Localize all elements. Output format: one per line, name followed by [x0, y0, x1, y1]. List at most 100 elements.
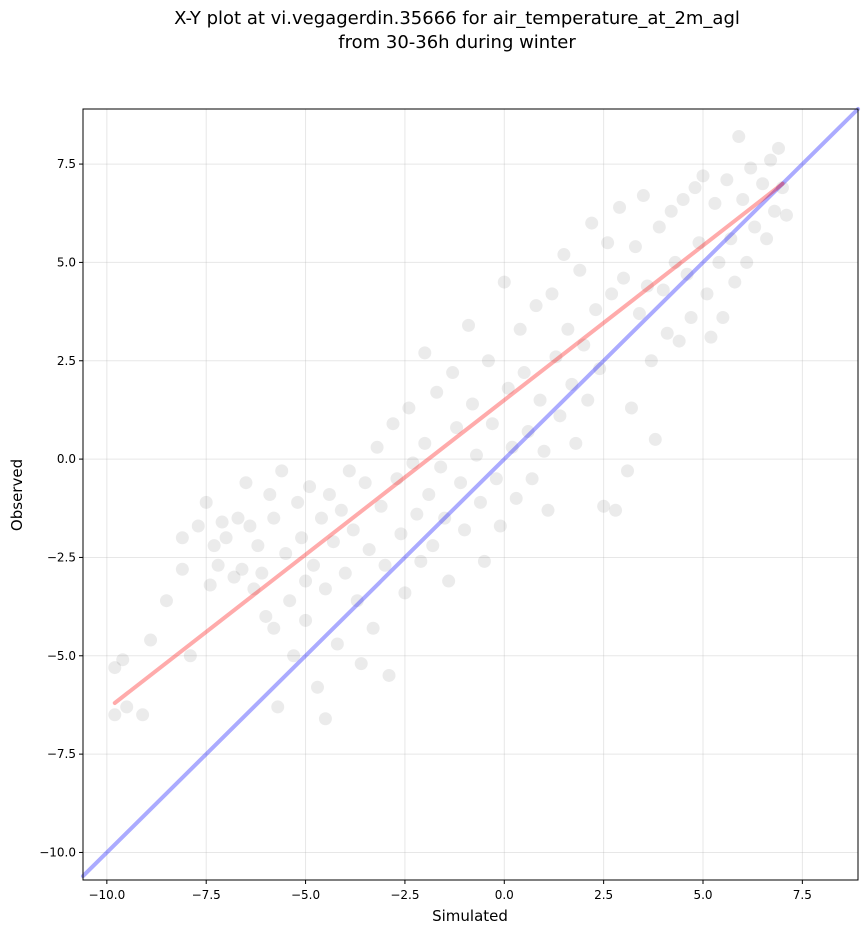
scatter-point — [672, 334, 686, 348]
scatter-point — [207, 539, 221, 553]
scatter-point — [366, 621, 380, 635]
scatter-point — [422, 488, 436, 501]
scatter-point — [656, 283, 670, 297]
scatter-point — [779, 208, 793, 222]
x-axis-label: Simulated — [432, 907, 508, 925]
scatter-point — [664, 204, 678, 218]
scatter-point — [247, 582, 261, 596]
scatter-point — [768, 204, 782, 218]
scatter-point — [183, 649, 197, 663]
scatter-point — [748, 220, 762, 234]
scatter-point — [469, 448, 483, 462]
scatter-point — [497, 275, 511, 289]
scatter-point — [648, 432, 662, 446]
scatter-point — [533, 393, 547, 407]
scatter-point — [418, 436, 432, 450]
scatter-point — [454, 476, 468, 490]
scatter-point — [573, 263, 587, 277]
scatter-point — [299, 574, 313, 588]
reference-lines — [81, 107, 860, 879]
scatter-point — [613, 200, 627, 214]
scatter-point — [593, 362, 607, 376]
scatter-point — [712, 255, 726, 269]
scatter-point — [358, 476, 372, 490]
scatter-point — [501, 381, 515, 395]
scatter-point — [549, 350, 563, 364]
scatter-point — [191, 519, 205, 533]
scatter-point — [414, 554, 428, 568]
scatter-point — [318, 712, 332, 726]
x-tick-label: 2.5 — [594, 888, 613, 902]
chart-title-line-2: from 30-36h during winter — [338, 32, 576, 53]
scatter-point — [235, 562, 249, 576]
x-tick-label: 0.0 — [495, 888, 514, 902]
scatter-point — [108, 661, 122, 675]
scatter-point — [521, 425, 535, 439]
y-axis-label: Observed — [8, 459, 26, 531]
scatter-point — [175, 531, 189, 545]
scatter-point — [700, 287, 714, 301]
scatter-point — [561, 322, 575, 336]
scatter-point — [299, 613, 313, 627]
scatter-point — [581, 393, 595, 407]
scatter-point — [215, 515, 229, 529]
scatter-point — [446, 366, 460, 380]
scatter-point — [624, 401, 638, 415]
scatter-point — [696, 169, 710, 183]
scatter-point — [676, 192, 690, 206]
scatter-point — [108, 708, 122, 722]
scatter-point — [628, 240, 642, 254]
scatter-point — [620, 464, 634, 478]
scatter-point — [275, 464, 289, 478]
scatter-point — [541, 503, 555, 517]
scatter-point — [632, 307, 646, 321]
scatter-point — [136, 708, 150, 722]
scatter-point — [756, 177, 770, 191]
scatter-point — [557, 248, 571, 262]
scatter-point — [688, 181, 702, 195]
scatter-point — [430, 385, 444, 399]
scatter-point — [775, 181, 789, 195]
scatter-point — [458, 523, 472, 537]
scatter-point — [211, 558, 225, 572]
chart-title-line-1: X-Y plot at vi.vegagerdin.35666 for air_… — [174, 8, 740, 29]
scatter-point — [219, 531, 233, 545]
scatter-point — [434, 460, 448, 474]
scatter-point — [462, 318, 476, 332]
scatter-point — [303, 480, 317, 494]
scatter-point — [513, 322, 527, 336]
scatter-point — [330, 637, 344, 651]
x-tick-label: 7.5 — [793, 888, 812, 902]
scatter-point — [374, 499, 388, 513]
scatter-point — [644, 354, 658, 368]
scatter-point — [402, 401, 416, 415]
scatter-point — [509, 491, 523, 505]
scatter-point — [728, 275, 742, 289]
scatter-point — [386, 417, 400, 431]
x-tick-label: −2.5 — [390, 888, 419, 902]
scatter-point — [307, 558, 321, 572]
scatter-point — [772, 141, 786, 155]
scatter-point — [279, 547, 293, 561]
scatter-point — [652, 220, 666, 234]
scatter-point — [326, 535, 340, 549]
scatter-point — [314, 511, 328, 525]
scatter-point — [505, 440, 519, 454]
scatter-point — [287, 649, 301, 663]
scatter-point — [243, 519, 257, 533]
scatter-point — [267, 511, 281, 525]
scatter-point — [537, 444, 551, 458]
scatter-point — [565, 377, 579, 391]
identity-line — [81, 107, 860, 879]
x-tick-label: 5.0 — [693, 888, 712, 902]
scatter-point — [485, 417, 499, 431]
scatter-point — [465, 397, 479, 411]
scatter-point — [410, 507, 424, 521]
scatter-point — [318, 582, 332, 596]
y-tick-label: −5.0 — [47, 649, 76, 663]
x-axis-ticks: −10.0 −7.5 −5.0 −2.5 0.0 2.5 5.0 7.5 — [88, 880, 812, 902]
scatter-point — [259, 609, 273, 623]
scatter-point — [398, 586, 412, 600]
plot-frame — [82, 108, 859, 881]
y-tick-label: 0.0 — [57, 452, 76, 466]
